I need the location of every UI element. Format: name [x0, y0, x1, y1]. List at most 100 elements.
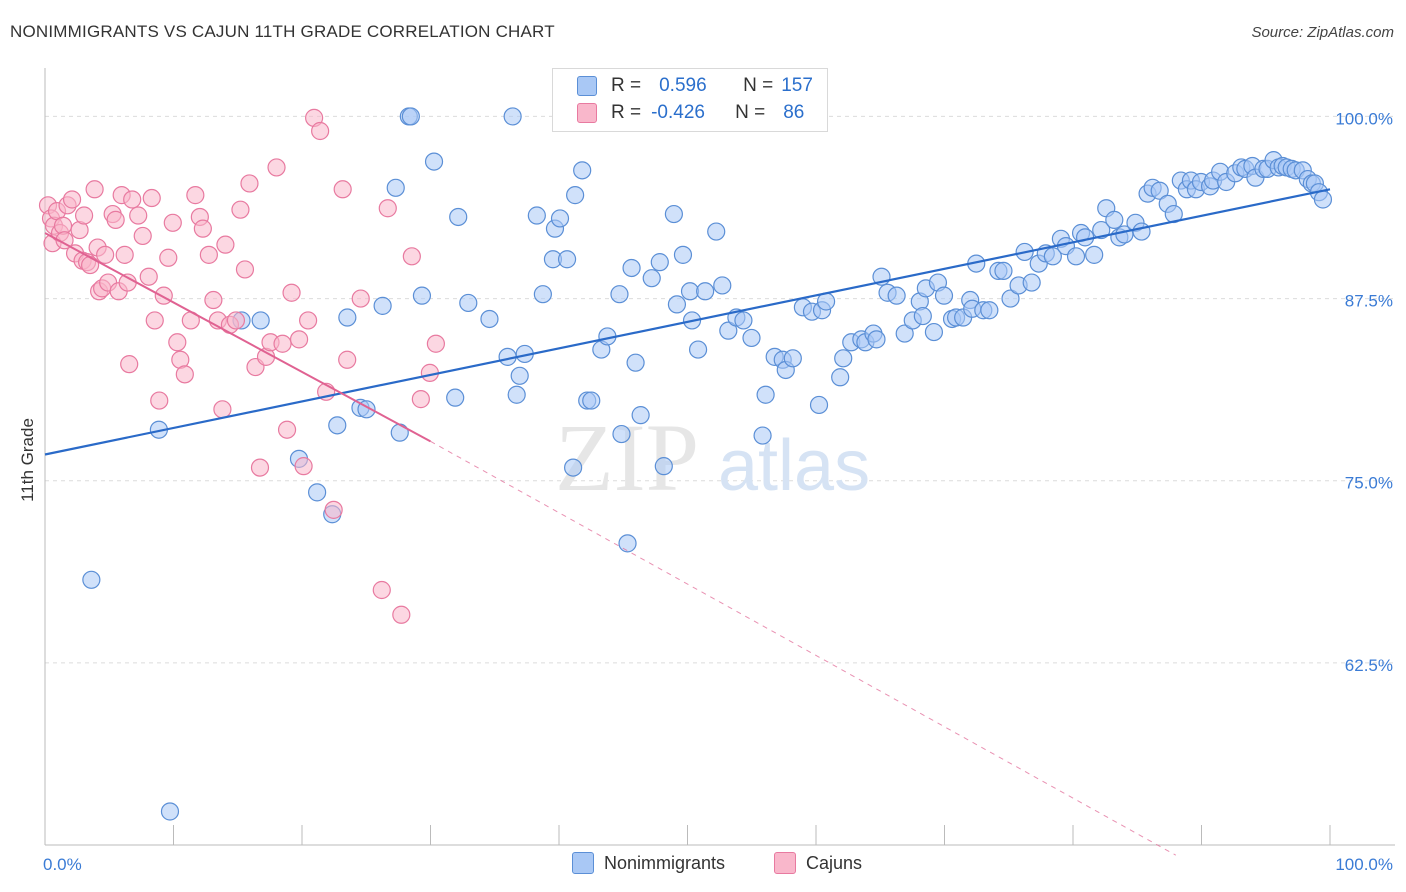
- point-nonimmigrants: [834, 349, 853, 368]
- point-nonimmigrants: [1001, 289, 1020, 308]
- point-nonimmigrants: [564, 458, 583, 477]
- point-nonimmigrants: [533, 285, 552, 304]
- point-cajuns: [216, 235, 235, 254]
- point-nonimmigrants: [1075, 228, 1095, 247]
- point-nonimmigrants: [459, 293, 478, 313]
- point-nonimmigrants: [401, 107, 420, 126]
- legend-swatch-nonimmigrants: [572, 852, 594, 874]
- point-nonimmigrants: [688, 340, 708, 359]
- point-nonimmigrants: [612, 424, 631, 444]
- source-label: Source: ZipAtlas.com: [1251, 24, 1394, 41]
- trend-lines: [44, 188, 1331, 856]
- point-nonimmigrants: [507, 385, 526, 404]
- legend-r-value: -0.426: [651, 102, 705, 123]
- point-nonimmigrants: [626, 353, 645, 372]
- point-nonimmigrants: [251, 311, 270, 330]
- bottom-legend-nonimmigrants[interactable]: Nonimmigrants: [572, 852, 725, 874]
- point-nonimmigrants: [503, 107, 522, 126]
- point-nonimmigrants: [573, 161, 592, 180]
- x-tick-label: 100.0%: [1335, 855, 1393, 874]
- point-nonimmigrants: [719, 321, 738, 340]
- legend-label-nonimmigrants: Nonimmigrants: [604, 852, 726, 873]
- point-nonimmigrants: [338, 308, 357, 327]
- point-nonimmigrants: [308, 483, 327, 502]
- series-cajuns: [38, 108, 445, 624]
- point-cajuns: [338, 350, 357, 369]
- point-cajuns: [411, 390, 430, 409]
- point-cajuns: [282, 283, 301, 302]
- point-cajuns: [250, 458, 270, 477]
- point-cajuns: [392, 605, 411, 624]
- point-nonimmigrants: [654, 457, 673, 476]
- point-nonimmigrants: [680, 282, 700, 301]
- x-tick-label: 0.0%: [43, 855, 82, 874]
- point-nonimmigrants: [550, 209, 570, 228]
- watermark-zip: ZIP: [555, 404, 699, 511]
- point-nonimmigrants: [1085, 245, 1104, 264]
- point-nonimmigrants: [980, 301, 999, 320]
- point-nonimmigrants: [566, 186, 585, 205]
- trend-line-nonimmigrants: [44, 188, 1331, 456]
- point-cajuns: [145, 311, 164, 330]
- point-cajuns: [123, 190, 142, 209]
- point-nonimmigrants: [160, 802, 180, 821]
- point-nonimmigrants: [373, 296, 392, 315]
- point-cajuns: [378, 199, 397, 218]
- grid: [45, 115, 1395, 664]
- point-nonimmigrants: [610, 285, 629, 304]
- point-cajuns: [213, 400, 232, 419]
- legend-row-nonimmigrants: R = 0.596 N = 157: [577, 73, 813, 99]
- point-cajuns: [199, 245, 218, 264]
- point-cajuns: [240, 174, 259, 193]
- point-nonimmigrants: [386, 178, 405, 197]
- point-nonimmigrants: [510, 366, 529, 385]
- point-cajuns: [159, 248, 178, 267]
- point-cajuns: [142, 188, 161, 208]
- watermark: ZIP atlas: [555, 404, 870, 511]
- point-nonimmigrants: [1092, 220, 1111, 240]
- legend-swatch-cajuns: [577, 103, 597, 123]
- point-cajuns: [267, 158, 286, 177]
- point-nonimmigrants: [667, 295, 687, 314]
- point-nonimmigrants: [618, 534, 637, 553]
- point-nonimmigrants: [449, 207, 468, 227]
- trend-line-cajuns: [44, 232, 431, 443]
- point-cajuns: [351, 289, 370, 308]
- point-nonimmigrants: [622, 258, 641, 278]
- point-cajuns: [426, 334, 445, 353]
- point-cajuns: [175, 365, 194, 384]
- point-nonimmigrants: [696, 282, 715, 301]
- y-tick-label: 100.0%: [1335, 109, 1393, 128]
- legend-r-label: R =: [611, 102, 642, 123]
- point-nonimmigrants: [1022, 273, 1041, 292]
- point-nonimmigrants: [673, 245, 693, 264]
- point-cajuns: [85, 180, 104, 199]
- point-cajuns: [62, 190, 82, 209]
- point-nonimmigrants: [1132, 222, 1151, 241]
- point-nonimmigrants: [1066, 247, 1086, 266]
- points-layer: [38, 107, 1333, 821]
- legend-swatch-nonimmigrants: [577, 76, 597, 96]
- point-nonimmigrants: [756, 385, 775, 404]
- point-nonimmigrants: [913, 306, 932, 326]
- point-cajuns: [299, 311, 318, 330]
- y-tick-label: 62.5%: [1345, 656, 1393, 675]
- y-tick-label: 75.0%: [1345, 474, 1393, 493]
- point-nonimmigrants: [1313, 190, 1333, 209]
- point-nonimmigrants: [527, 206, 546, 225]
- point-nonimmigrants: [895, 324, 914, 343]
- point-cajuns: [139, 267, 158, 286]
- point-cajuns: [193, 219, 212, 238]
- point-cajuns: [186, 186, 205, 205]
- point-nonimmigrants: [783, 349, 802, 368]
- point-nonimmigrants: [1043, 247, 1062, 266]
- point-cajuns: [115, 245, 134, 264]
- legend-n-value: 157: [781, 75, 813, 96]
- point-nonimmigrants: [887, 286, 906, 305]
- point-nonimmigrants: [390, 423, 409, 442]
- bottom-legend-cajuns[interactable]: Cajuns: [774, 852, 862, 874]
- point-nonimmigrants: [424, 152, 444, 171]
- axis-labels: 62.5% 75.0% 87.5% 100.0% 0.0% 100.0%: [43, 109, 1393, 874]
- point-nonimmigrants: [734, 311, 753, 330]
- trend-line-cajuns-extension: [430, 440, 1177, 856]
